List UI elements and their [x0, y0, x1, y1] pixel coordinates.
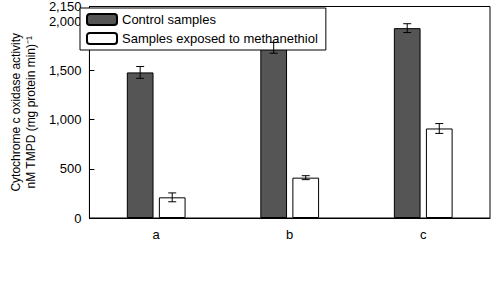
svg-text:Samples exposed to methanethio: Samples exposed to methanethiol — [122, 31, 318, 46]
svg-text:nM TMPD (mg protein min)⁻¹: nM TMPD (mg protein min)⁻¹ — [24, 36, 38, 188]
svg-text:c: c — [420, 227, 427, 242]
svg-text:b: b — [286, 227, 293, 242]
svg-text:Control samples: Control samples — [122, 12, 216, 27]
svg-text:1,500: 1,500 — [49, 63, 82, 78]
svg-text:1,000: 1,000 — [49, 112, 82, 127]
svg-text:Cytochrome c oxidase activity: Cytochrome c oxidase activity — [9, 33, 23, 192]
svg-text:2,000: 2,000 — [49, 14, 82, 29]
svg-text:0: 0 — [74, 211, 81, 226]
svg-text:a: a — [153, 227, 161, 242]
svg-text:500: 500 — [60, 161, 82, 176]
svg-text:2,150: 2,150 — [49, 0, 82, 14]
